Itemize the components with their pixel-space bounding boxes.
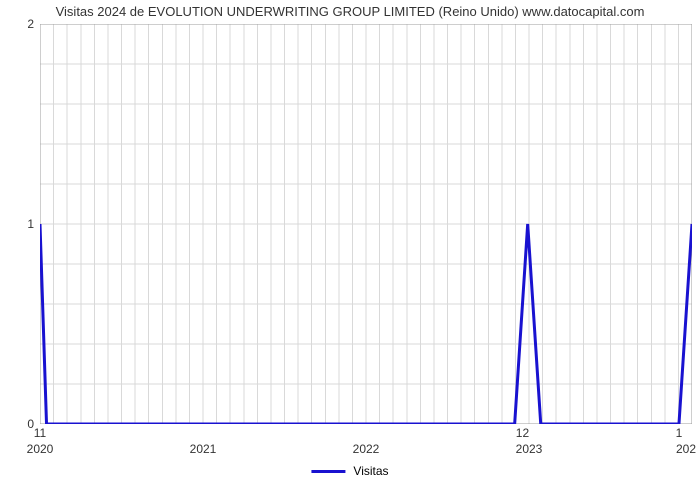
x-below-label: 11 [34,426,46,440]
x-major-label: 2023 [516,442,543,456]
y-tick-label: 2 [27,17,34,31]
x-below-label: 12 [516,426,529,440]
chart-title: Visitas 2024 de EVOLUTION UNDERWRITING G… [56,4,645,19]
y-tick-label: 1 [27,217,34,231]
plot-area [40,24,692,424]
x-major-label: 2021 [190,442,217,456]
legend-label: Visitas [353,464,388,478]
chart-container: Visitas 2024 de EVOLUTION UNDERWRITING G… [0,0,700,500]
x-major-label: 2020 [27,442,54,456]
legend-swatch [311,470,345,473]
x-below-label: 1 [676,426,683,440]
x-major-label: 202 [676,442,696,456]
legend: Visitas [311,464,388,478]
x-major-label: 2022 [353,442,380,456]
